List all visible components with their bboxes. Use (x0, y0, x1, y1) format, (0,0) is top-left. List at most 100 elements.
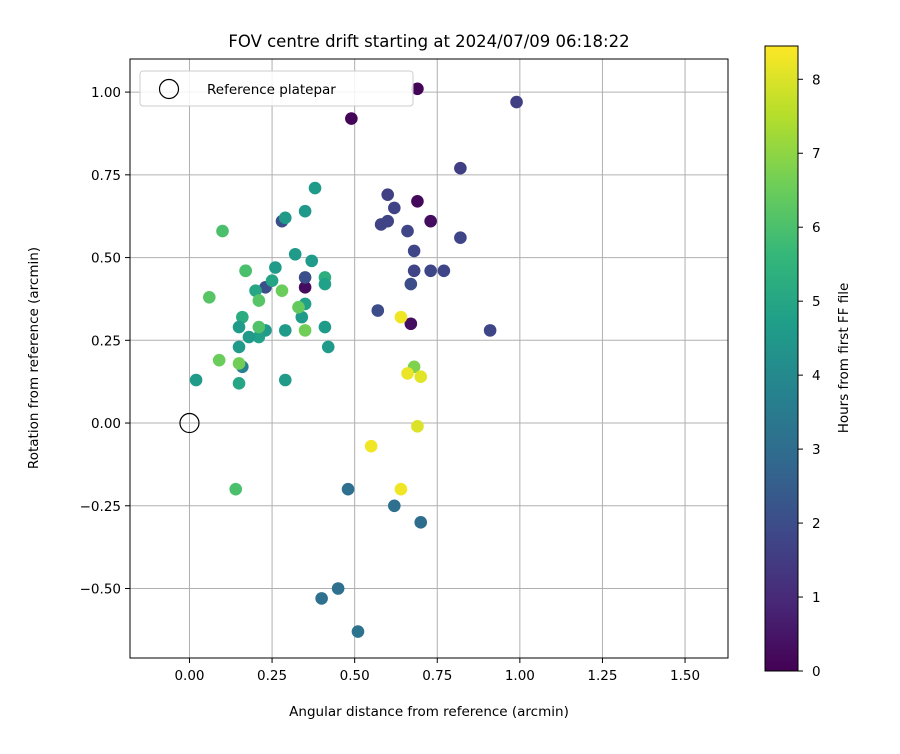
data-points (189, 82, 523, 638)
data-point (318, 277, 332, 291)
data-point (388, 201, 401, 215)
y-tick-label: 0.25 (91, 333, 121, 349)
data-point (424, 264, 437, 278)
data-point (424, 214, 437, 228)
data-point (407, 244, 421, 258)
data-point (295, 310, 309, 324)
data-point (411, 195, 424, 208)
legend-label: Reference platepar (207, 82, 336, 98)
data-point (278, 324, 292, 337)
colorbar-tick-label: 1 (812, 590, 821, 606)
data-point (229, 482, 243, 496)
x-tick-label: 0.25 (257, 668, 287, 684)
data-point (318, 320, 332, 334)
data-point (371, 304, 385, 317)
data-point (298, 324, 312, 337)
data-point (288, 247, 302, 261)
colorbar-tick-label: 0 (812, 664, 821, 680)
legend-box (139, 70, 414, 107)
y-axis: −0.50 −0.25 0.00 0.25 0.50 0.75 1.00 (80, 85, 130, 598)
data-point (216, 224, 229, 238)
data-point (331, 582, 345, 595)
data-point (252, 294, 266, 307)
data-point (411, 82, 424, 96)
colorbar-tick-label: 3 (812, 442, 821, 458)
colorbar-tick-label: 6 (812, 220, 821, 236)
data-point (388, 499, 401, 513)
data-point (401, 367, 414, 380)
data-point (315, 592, 328, 605)
data-point (381, 214, 395, 228)
colorbar: 0 1 2 3 4 5 6 7 8 Hours from first FF file (764, 45, 852, 680)
colorbar-tick-label: 4 (812, 368, 821, 384)
data-point (321, 340, 335, 354)
y-tick-label: 0.75 (91, 168, 121, 184)
data-point (189, 373, 203, 387)
x-tick-label: 1.25 (587, 668, 617, 684)
colorbar-tick-label: 8 (812, 72, 821, 88)
data-point (454, 161, 467, 175)
data-point (364, 439, 378, 453)
data-point (381, 188, 395, 201)
data-point (202, 290, 216, 304)
data-point (298, 281, 312, 294)
data-point (232, 340, 246, 354)
data-point (414, 370, 428, 384)
data-point (232, 377, 246, 390)
data-point (292, 300, 305, 314)
y-tick-label: −0.25 (80, 499, 121, 515)
data-point (414, 516, 428, 529)
reference-platepar-marker (179, 412, 200, 434)
chart-title: FOV centre drift starting at 2024/07/09 … (228, 32, 629, 51)
x-tick-label: 1.50 (670, 668, 700, 684)
data-point (305, 254, 319, 268)
x-tick-label: 0.50 (340, 668, 370, 684)
data-point (407, 264, 421, 278)
data-point (252, 330, 266, 344)
data-point (249, 284, 262, 297)
data-point (298, 271, 312, 284)
data-point (394, 310, 408, 324)
colorbar-tick-label: 5 (812, 294, 821, 310)
data-point (308, 181, 322, 195)
legend-open-circle-icon (158, 78, 180, 100)
data-point (404, 277, 418, 291)
data-point (242, 330, 256, 344)
data-point (454, 231, 467, 245)
data-point (212, 353, 226, 367)
data-point (278, 373, 292, 387)
data-point (483, 324, 497, 337)
data-point (236, 310, 249, 324)
legend: Reference platepar (139, 70, 414, 107)
data-point (404, 317, 418, 331)
y-tick-label: 0.00 (91, 416, 121, 432)
data-point (298, 204, 312, 218)
data-point (275, 284, 289, 297)
data-point (345, 112, 358, 125)
data-point (278, 211, 292, 225)
colorbar-gradient (764, 45, 799, 672)
data-point (510, 95, 523, 109)
data-point (401, 224, 414, 238)
data-point (394, 482, 408, 496)
data-point (269, 261, 282, 274)
y-tick-label: 0.50 (91, 251, 121, 267)
plot-area (130, 59, 728, 658)
x-axis-label: Angular distance from reference (arcmin) (289, 704, 569, 720)
data-point (341, 482, 355, 496)
data-point (265, 274, 279, 288)
plot-frame (129, 58, 729, 659)
y-tick-label: 1.00 (91, 85, 121, 101)
data-point (232, 357, 246, 370)
data-point (411, 420, 424, 433)
colorbar-label: Hours from first FF file (836, 283, 852, 434)
data-point (252, 320, 266, 334)
x-tick-label: 1.00 (505, 668, 535, 684)
y-axis-label: Rotation from reference (arcmin) (26, 247, 42, 469)
colorbar-ticks: 0 1 2 3 4 5 6 7 8 (798, 72, 821, 680)
x-tick-label: 0.75 (422, 668, 452, 684)
y-tick-label: −0.50 (80, 582, 121, 598)
data-point (437, 264, 451, 278)
